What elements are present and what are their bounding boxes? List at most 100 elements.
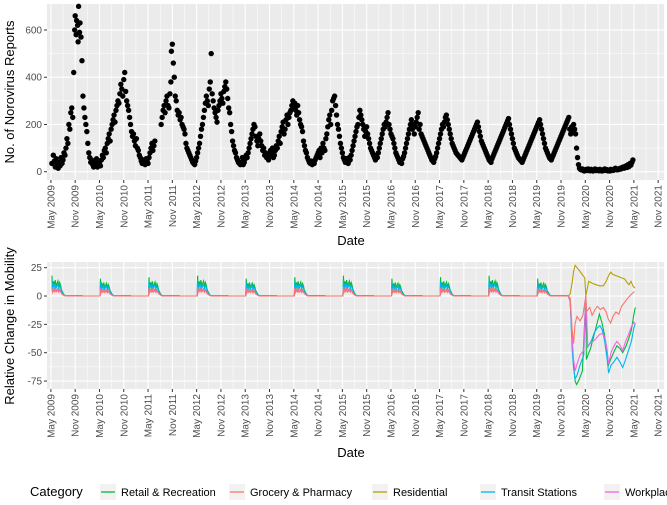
norovirus-point <box>252 124 258 130</box>
x-tick-label: Nov 2012 <box>216 394 227 437</box>
norovirus-point <box>135 147 142 154</box>
norovirus-point <box>391 140 397 147</box>
norovirus-point <box>204 98 211 104</box>
norovirus-point <box>168 79 174 85</box>
norovirus-point <box>324 131 330 137</box>
norovirus-point <box>334 121 341 128</box>
norovirus-point <box>227 121 234 128</box>
norovirus-point <box>77 20 83 26</box>
x-tick-label: May 2017 <box>435 185 446 229</box>
norovirus-point <box>196 140 203 147</box>
norovirus-point <box>80 93 86 99</box>
norovirus-point <box>322 147 328 154</box>
norovirus-point <box>365 135 372 142</box>
norovirus-point <box>405 131 412 137</box>
norovirus-point <box>320 140 326 147</box>
norovirus-point <box>112 119 118 125</box>
norovirus-point <box>173 98 179 104</box>
norovirus-point <box>225 105 232 111</box>
norovirus-point <box>123 88 129 95</box>
norovirus-point <box>169 41 176 47</box>
norovirus-point <box>108 126 114 132</box>
norovirus-point <box>76 29 83 36</box>
y-tick-label: 0 <box>36 167 42 178</box>
x-tick-label: Nov 2011 <box>168 185 179 228</box>
norovirus-point <box>350 143 356 149</box>
norovirus-point <box>200 114 207 121</box>
norovirus-point <box>75 39 81 45</box>
x-tick-label: May 2013 <box>241 185 252 229</box>
norovirus-point <box>171 74 177 80</box>
norovirus-point <box>86 150 92 156</box>
norovirus-point <box>509 135 516 142</box>
norovirus-point <box>133 135 140 142</box>
x-tick-label: May 2015 <box>338 185 349 229</box>
norovirus-point <box>301 143 308 149</box>
norovirus-point <box>505 115 512 122</box>
x-tick-label: May 2016 <box>386 185 397 229</box>
norovirus-point <box>339 150 346 156</box>
norovirus-point <box>326 117 332 123</box>
norovirus-point <box>194 150 201 156</box>
norovirus-point <box>282 126 288 132</box>
norovirus-point <box>106 131 112 137</box>
norovirus-point <box>360 121 366 128</box>
legend-items: Retail & Recreation Grocery & Pharmacy Res… <box>100 484 667 500</box>
norovirus-point <box>207 79 213 85</box>
legend-label: Grocery & Pharmacy <box>250 487 353 499</box>
norovirus-point <box>447 131 453 137</box>
x-tick-label: Nov 2018 <box>508 394 519 437</box>
x-tick-label: Nov 2015 <box>362 185 373 228</box>
y-tick-label: 25 <box>31 263 43 274</box>
norovirus-point <box>226 109 233 116</box>
x-tick-label: May 2020 <box>581 394 592 438</box>
norovirus-point <box>412 124 418 130</box>
norovirus-point <box>82 114 88 121</box>
norovirus-point <box>570 121 577 128</box>
norovirus-point <box>198 126 205 132</box>
norovirus-point <box>384 114 390 121</box>
norovirus-point <box>151 143 157 149</box>
norovirus-point <box>130 131 137 137</box>
norovirus-point <box>566 114 572 121</box>
norovirus-x-axis-title: Date <box>337 233 364 248</box>
norovirus-points <box>49 3 636 174</box>
norovirus-point <box>246 145 252 151</box>
x-tick-label: May 2010 <box>95 185 106 229</box>
x-tick-label: Nov 2021 <box>654 394 665 437</box>
norovirus-point <box>69 105 75 111</box>
norovirus-point <box>401 150 408 156</box>
norovirus-point <box>333 112 340 118</box>
legend-label: Retail & Recreation <box>121 487 216 499</box>
norovirus-point <box>474 119 481 125</box>
norovirus-point <box>385 109 391 116</box>
norovirus-point <box>630 157 636 163</box>
norovirus-point <box>158 121 164 128</box>
norovirus-point <box>65 140 71 147</box>
x-tick-label: May 2009 <box>46 394 57 438</box>
norovirus-point <box>232 150 239 156</box>
norovirus-point <box>150 147 156 154</box>
x-tick-label: Nov 2011 <box>168 394 179 437</box>
norovirus-point <box>435 140 442 147</box>
norovirus-point <box>444 117 451 123</box>
legend-label: Transit Stations <box>501 487 578 499</box>
norovirus-point <box>176 109 182 116</box>
norovirus-point <box>119 86 125 92</box>
x-tick-label: Nov 2014 <box>314 394 325 437</box>
norovirus-point <box>436 135 443 142</box>
norovirus-point <box>230 143 237 149</box>
mobility-y-axis-title: Relative Change in Mobility <box>2 247 17 405</box>
x-tick-label: May 2010 <box>95 394 106 438</box>
norovirus-point <box>146 154 152 161</box>
y-tick-label: -75 <box>28 377 43 388</box>
norovirus-point <box>348 152 354 158</box>
norovirus-point <box>387 126 393 132</box>
norovirus-point <box>277 140 283 147</box>
norovirus-point <box>258 138 264 144</box>
norovirus-point <box>332 102 339 109</box>
x-tick-label: Nov 2020 <box>605 185 616 228</box>
norovirus-point <box>398 160 405 167</box>
norovirus-point <box>219 95 225 102</box>
norovirus-point <box>541 140 548 147</box>
